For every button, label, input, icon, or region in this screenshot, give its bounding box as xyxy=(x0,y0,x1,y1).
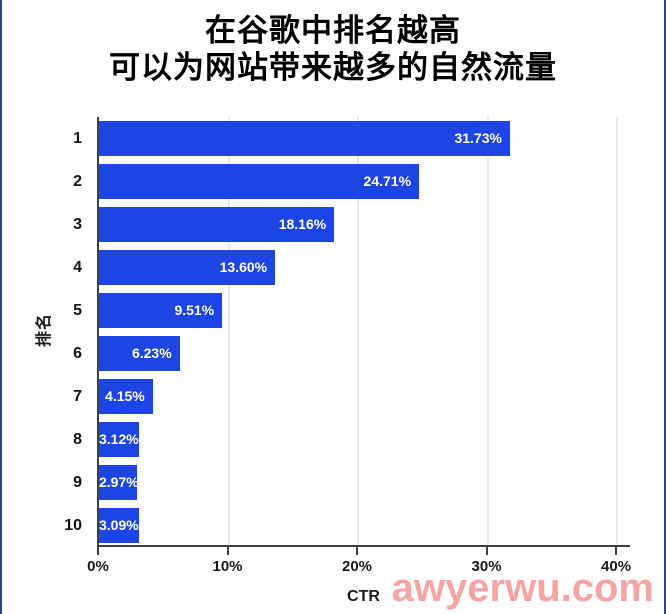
x-tick-label: 20% xyxy=(342,558,373,575)
bar: 4.15% xyxy=(99,379,153,414)
x-tick-label: 40% xyxy=(601,558,632,575)
category-label: 2 xyxy=(73,173,82,190)
x-axis-tick-labels: 0% 10% 20% 30% 40% xyxy=(87,558,632,578)
bar-row: 6 6.23% xyxy=(73,332,630,375)
bar: 13.60% xyxy=(99,250,276,285)
bar-value-label: 9.51% xyxy=(174,302,215,318)
bar-row: 1 31.73% xyxy=(73,117,630,160)
bar: 2.97% xyxy=(99,465,139,500)
gridline-30 xyxy=(486,117,489,545)
bar-value-label: 13.60% xyxy=(219,259,268,275)
bar-value-label: 3.12% xyxy=(99,431,139,447)
watermark: awyerwu.com xyxy=(391,566,654,610)
gridline-20 xyxy=(357,117,360,545)
bar: 3.12% xyxy=(99,422,140,457)
chart-title: 在谷歌中排名越高 可以为网站带来越多的自然流量 xyxy=(2,12,664,86)
bar-row: 5 9.51% xyxy=(73,289,630,332)
bar: 24.71% xyxy=(99,164,420,199)
chart-title-line1: 在谷歌中排名越高 xyxy=(205,13,461,48)
x-tick-label: 30% xyxy=(471,558,502,575)
category-label: 9 xyxy=(73,474,82,491)
bar-row: 10 3.09% xyxy=(64,504,630,547)
x-tick-label: 0% xyxy=(87,558,109,575)
bar-value-label: 3.09% xyxy=(99,517,139,533)
category-label: 4 xyxy=(73,259,82,276)
x-axis-ticks xyxy=(97,547,630,556)
bar-value-label: 6.23% xyxy=(131,345,172,361)
bar-row: 8 3.12% xyxy=(73,418,630,461)
bar-value-label: 24.71% xyxy=(363,173,412,189)
gridline-10 xyxy=(227,117,230,545)
category-label: 3 xyxy=(73,216,82,233)
x-tick xyxy=(356,547,359,555)
x-axis-label: CTR xyxy=(347,588,380,605)
category-label: 8 xyxy=(73,431,82,448)
bar: 9.51% xyxy=(99,293,223,328)
bar-value-label: 31.73% xyxy=(454,130,502,146)
bar-row: 2 24.71% xyxy=(73,160,630,203)
x-tick xyxy=(485,547,488,555)
bar-row: 9 2.97% xyxy=(73,461,630,504)
bar: 3.09% xyxy=(99,508,140,543)
x-tick xyxy=(97,547,99,555)
category-label: 1 xyxy=(73,130,82,147)
category-label: 7 xyxy=(73,388,82,405)
bar: 31.73% xyxy=(99,121,510,156)
chart-title-line2: 可以为网站带来越多的自然流量 xyxy=(109,50,557,85)
category-label: 6 xyxy=(73,345,82,362)
gridline-40 xyxy=(616,117,619,545)
category-label: 5 xyxy=(73,302,82,319)
x-tick-label: 10% xyxy=(212,558,243,575)
bar-value-label: 4.15% xyxy=(105,388,145,404)
bar-row: 4 13.60% xyxy=(73,246,630,289)
bar-row: 7 4.15% xyxy=(73,375,630,418)
plot-area: 1 31.73% 2 24.71% 3 18.16% 4 13.60% 5 9.51% 6 6.23%… xyxy=(64,117,630,547)
bar: 18.16% xyxy=(99,207,335,242)
bar-row: 3 18.16% xyxy=(73,203,630,246)
x-tick xyxy=(615,547,618,555)
bar-value-label: 18.16% xyxy=(278,216,327,232)
x-tick xyxy=(226,547,229,555)
bar: 6.23% xyxy=(99,336,180,371)
bar-value-label: 2.97% xyxy=(99,474,139,490)
category-label: 10 xyxy=(64,517,82,534)
